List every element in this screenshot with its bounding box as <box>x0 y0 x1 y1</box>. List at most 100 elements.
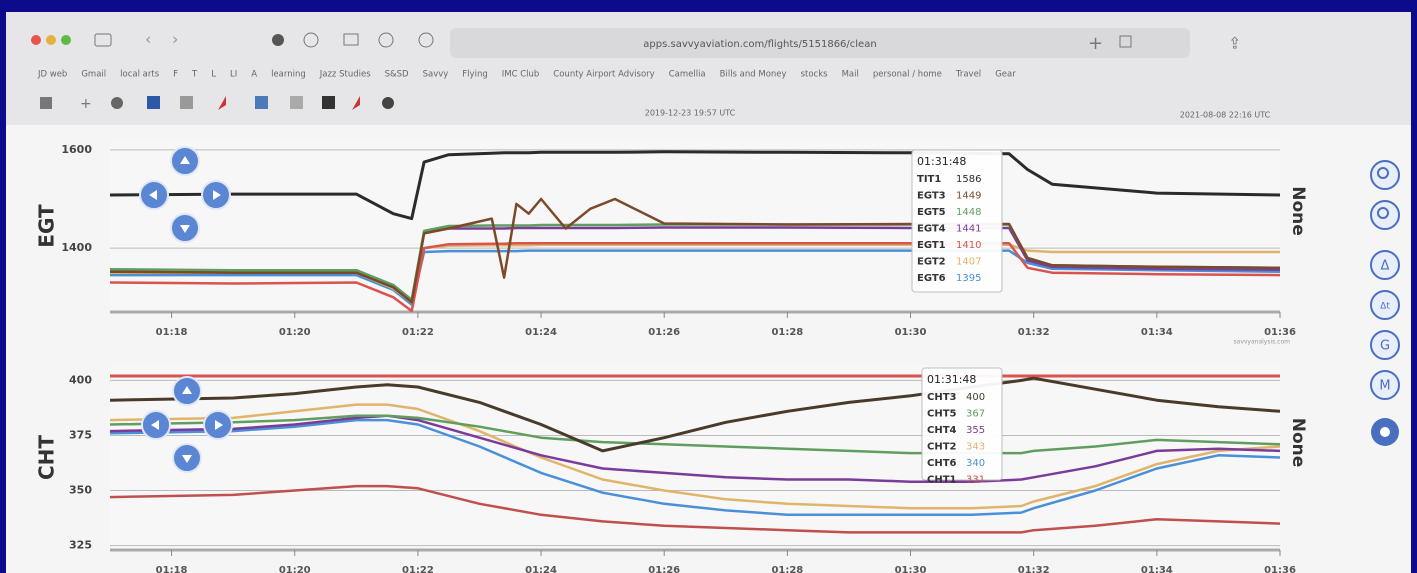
x-tick-label: 01:26 <box>648 327 680 338</box>
bookmark[interactable]: IMC Club <box>502 70 540 80</box>
bookmark[interactable]: stocks <box>801 70 829 80</box>
bookmark[interactable]: Camellia <box>669 70 706 80</box>
icon[interactable] <box>147 96 160 109</box>
icon[interactable] <box>111 97 123 109</box>
forward-button[interactable]: › <box>172 30 178 49</box>
page: ‹ › apps.savvyaviation.com/flights/51518… <box>0 0 1417 573</box>
minimize-button[interactable] <box>46 35 56 45</box>
tooltip-series-name: CHT1 <box>927 475 957 486</box>
x-tick-label: 01:20 <box>279 565 311 573</box>
y-axis-title: CHT <box>35 435 59 480</box>
x-tick-label: 01:34 <box>1141 565 1173 573</box>
side-button-label: Δt <box>1380 302 1390 312</box>
icon[interactable] <box>40 97 52 109</box>
icon[interactable] <box>180 96 193 109</box>
bookmark[interactable]: JD web <box>37 70 67 80</box>
start-time: 2019-12-23 19:57 UTC <box>645 109 736 118</box>
bookmark[interactable]: F <box>173 70 178 80</box>
x-tick-label: 01:20 <box>279 327 311 338</box>
tooltip-series-name: CHT4 <box>927 425 957 436</box>
x-tick-label: 01:28 <box>771 327 803 338</box>
bookmark[interactable]: Travel <box>955 70 981 80</box>
x-tick-label: 01:26 <box>648 565 680 573</box>
x-tick-label: 01:32 <box>1018 327 1050 338</box>
bookmark[interactable]: local arts <box>120 70 160 80</box>
tooltip-value: 343 <box>966 442 985 453</box>
tooltip-value: 1448 <box>956 207 981 218</box>
tooltip-series-name: EGT2 <box>917 257 946 268</box>
tooltip-value: 1586 <box>956 174 981 185</box>
bookmark[interactable]: personal / home <box>873 70 942 80</box>
bookmark[interactable]: A <box>251 70 257 80</box>
icon[interactable] <box>322 96 335 109</box>
tooltip-value: 1410 <box>956 240 981 251</box>
screen: ‹ › apps.savvyaviation.com/flights/51518… <box>0 0 1417 573</box>
bookmark[interactable]: Bills and Money <box>720 70 787 80</box>
tooltip <box>912 150 1002 292</box>
frame-left <box>0 0 6 573</box>
zoom-in-button[interactable] <box>1371 161 1399 189</box>
zoom-button[interactable] <box>61 35 71 45</box>
right-axis-label: None <box>1288 186 1308 236</box>
bookmark[interactable]: T <box>191 70 198 80</box>
side-button-label: Δ <box>1381 259 1390 274</box>
shield-icon[interactable] <box>272 34 284 46</box>
plot-area <box>110 140 1280 312</box>
bookmark[interactable]: LI <box>230 70 237 80</box>
tooltip-series-name: EGT3 <box>917 191 946 202</box>
x-tick-label: 01:32 <box>1018 565 1050 573</box>
tooltip-series-name: CHT2 <box>927 442 957 453</box>
tooltip-series-name: CHT5 <box>927 409 957 420</box>
bookmark[interactable]: Gear <box>995 70 1016 80</box>
tooltip-value: 400 <box>966 392 985 403</box>
tooltip-value: 367 <box>966 409 985 420</box>
tooltip-series-name: CHT6 <box>927 458 957 469</box>
plot-area <box>110 365 1280 550</box>
tooltip-value: 1407 <box>956 257 981 268</box>
x-tick-label: 01:30 <box>895 565 927 573</box>
bookmark[interactable]: Gmail <box>81 70 106 80</box>
bookmark[interactable]: Mail <box>842 70 859 80</box>
new-tab-button[interactable]: + <box>1088 33 1103 54</box>
back-button[interactable]: ‹ <box>145 30 151 49</box>
tooltip-value: 331 <box>966 475 985 486</box>
icon[interactable] <box>382 97 394 109</box>
tooltip-series-name: EGT4 <box>917 224 946 235</box>
tooltip-series-name: EGT6 <box>917 273 946 284</box>
bookmark[interactable]: learning <box>271 70 306 80</box>
y-tick-label: 400 <box>69 373 92 386</box>
icon[interactable] <box>255 96 268 109</box>
y-tick-label: 325 <box>69 539 92 552</box>
frame-right <box>1411 0 1417 573</box>
bookmark[interactable]: Jazz Studies <box>319 70 371 80</box>
x-tick-label: 01:22 <box>402 327 434 338</box>
x-tick-label: 01:28 <box>771 565 803 573</box>
side-button-label: G <box>1380 339 1390 354</box>
x-tick-label: 01:18 <box>156 565 188 573</box>
y-tick-label: 1400 <box>61 241 92 254</box>
side-button-label: M <box>1379 379 1390 394</box>
icon[interactable] <box>290 96 303 109</box>
tooltip-series-name: EGT1 <box>917 240 946 251</box>
tooltip-value: 340 <box>966 458 985 469</box>
close-button[interactable] <box>31 35 41 45</box>
bookmark[interactable]: Savvy <box>423 70 449 80</box>
frame-top <box>0 0 1417 12</box>
tooltip-series-name: TIT1 <box>917 174 941 185</box>
y-tick-label: 375 <box>69 428 92 441</box>
y-tick-label: 1600 <box>61 143 92 156</box>
share-button[interactable]: ⇪ <box>1228 34 1241 53</box>
icon[interactable]: + <box>80 96 92 112</box>
x-tick-label: 01:18 <box>156 327 188 338</box>
tooltip-series-name: CHT3 <box>927 392 957 403</box>
tooltip-time: 01:31:48 <box>917 155 966 168</box>
zoom-out-button[interactable] <box>1371 201 1399 229</box>
bookmark[interactable]: S&SD <box>385 70 409 80</box>
bookmark[interactable]: Flying <box>462 70 487 80</box>
bookmark[interactable]: County Airport Advisory <box>553 70 654 80</box>
tooltip-value: 1395 <box>956 273 981 284</box>
url: apps.savvyaviation.com/flights/5151866/c… <box>643 39 876 50</box>
tooltip-value: 1441 <box>956 224 981 235</box>
tooltip-value: 1449 <box>956 191 981 202</box>
bookmark[interactable]: L <box>211 70 216 80</box>
